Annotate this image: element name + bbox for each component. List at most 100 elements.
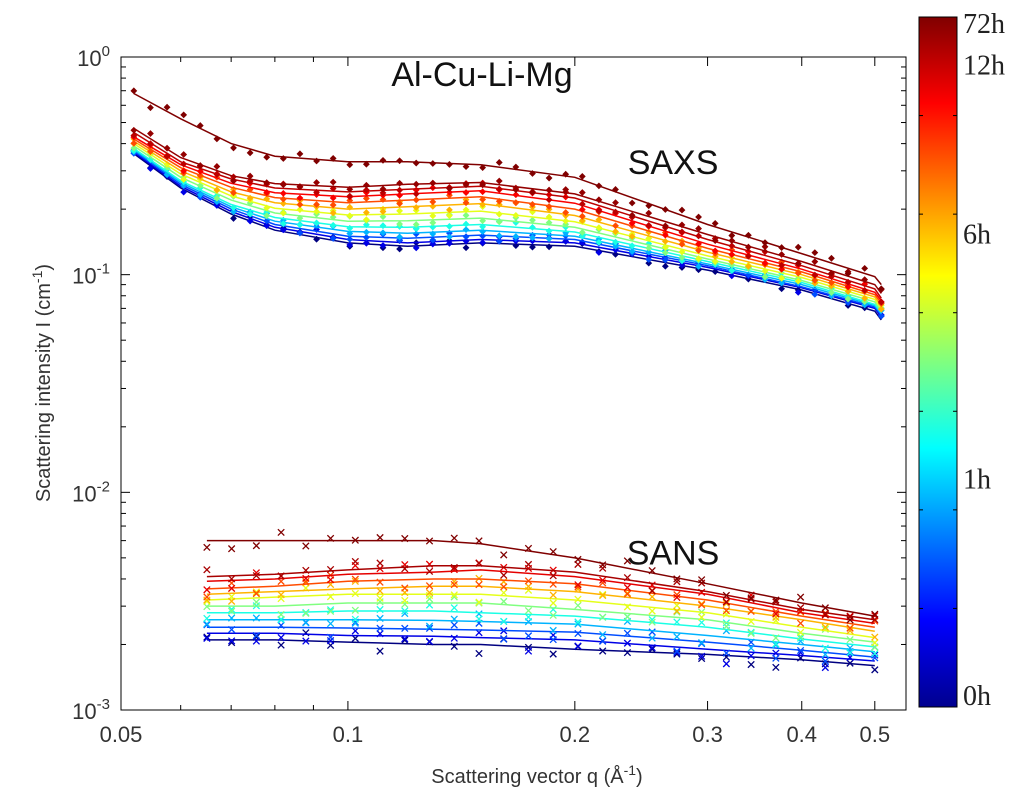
sans-point — [673, 648, 681, 657]
saxs-point — [446, 223, 453, 230]
saxs-point — [645, 202, 653, 210]
saxs-point — [695, 225, 702, 232]
saxs-point — [429, 223, 437, 231]
saxs-point — [695, 255, 702, 262]
saxs-fit-line — [133, 131, 882, 299]
sans-point — [747, 660, 755, 669]
sans-point — [524, 544, 533, 553]
saxs-point — [329, 235, 337, 242]
sans-point — [302, 574, 310, 583]
saxs-point — [147, 156, 154, 164]
sans-point — [648, 618, 656, 626]
sans-point — [252, 598, 261, 606]
annotation-sans: SANS — [627, 534, 720, 572]
sans-point — [302, 566, 310, 575]
saxs-point — [412, 244, 420, 252]
saxs-point — [811, 249, 819, 257]
saxs-point — [728, 237, 736, 245]
sans-point — [673, 618, 681, 626]
sans-point — [772, 654, 780, 662]
sans-point — [821, 657, 829, 665]
saxs-point — [545, 235, 553, 243]
sans-point — [425, 622, 434, 630]
sans-point — [796, 604, 805, 612]
saxs-point — [396, 191, 403, 199]
sans-point — [599, 591, 607, 600]
saxs-point — [462, 199, 470, 207]
saxs-point — [412, 159, 420, 167]
saxs-point — [396, 200, 403, 207]
sans-point — [351, 615, 359, 623]
saxs-point — [811, 271, 819, 279]
saxs-point — [828, 282, 835, 290]
sans-point — [524, 560, 533, 569]
sans-point — [871, 650, 879, 658]
saxs-point — [512, 163, 520, 171]
saxs-point — [296, 221, 304, 229]
sans-point — [673, 633, 681, 641]
saxs-point — [346, 212, 354, 220]
saxs-point — [396, 186, 403, 194]
sans-point — [747, 595, 755, 603]
sans-point — [500, 597, 508, 606]
saxs-point — [578, 206, 586, 213]
sans-point — [326, 607, 335, 616]
sans-point — [450, 580, 458, 589]
saxs-point — [479, 181, 487, 189]
sans-point — [203, 586, 211, 594]
sans-point — [326, 633, 335, 641]
saxs-point — [462, 220, 470, 228]
sans-point — [326, 593, 335, 601]
sans-point — [425, 582, 434, 590]
saxs-point — [545, 203, 553, 210]
y-tick-label: 100 — [77, 43, 110, 71]
saxs-point — [346, 185, 354, 193]
saxs-point — [429, 179, 437, 187]
saxs-point — [578, 228, 586, 236]
sans-point — [871, 639, 879, 647]
saxs-point — [346, 230, 354, 237]
sans-point — [425, 588, 434, 597]
saxs-point — [711, 257, 719, 265]
colorbar-label: 1h — [963, 464, 991, 495]
saxs-point — [745, 231, 752, 239]
sans-point — [772, 598, 780, 606]
saxs-series-12 — [130, 87, 885, 293]
saxs-point — [462, 189, 470, 196]
saxs-point — [462, 206, 470, 214]
sans-point — [351, 589, 359, 598]
sans-point — [599, 637, 607, 645]
sans-point — [376, 605, 384, 614]
sans-point — [376, 624, 384, 632]
sans-point — [697, 654, 706, 663]
saxs-point — [578, 232, 586, 240]
saxs-point — [529, 188, 536, 196]
saxs-point — [213, 202, 221, 209]
sans-point — [549, 580, 557, 588]
sans-point — [722, 660, 731, 668]
saxs-point — [196, 172, 204, 179]
saxs-point — [811, 258, 819, 266]
sans-fit-line — [206, 593, 875, 639]
sans-point — [697, 618, 706, 627]
sans-point — [302, 637, 310, 645]
sans-point — [252, 631, 261, 640]
saxs-point — [745, 262, 752, 270]
saxs-point — [279, 195, 287, 203]
sans-point — [252, 637, 261, 645]
sans-fit-line — [206, 578, 875, 628]
sans-point — [623, 557, 632, 565]
saxs-point — [661, 262, 669, 270]
saxs-point — [180, 167, 188, 175]
saxs-point — [678, 248, 686, 256]
saxs-point — [462, 181, 470, 189]
sans-point — [747, 594, 755, 602]
sans-point — [326, 534, 335, 543]
sans-point — [697, 638, 706, 647]
saxs-point — [778, 265, 786, 273]
saxs-point — [612, 222, 619, 230]
saxs-point — [661, 222, 669, 230]
saxs-point — [362, 186, 370, 194]
saxs-point — [263, 212, 271, 220]
sans-point — [252, 542, 261, 550]
